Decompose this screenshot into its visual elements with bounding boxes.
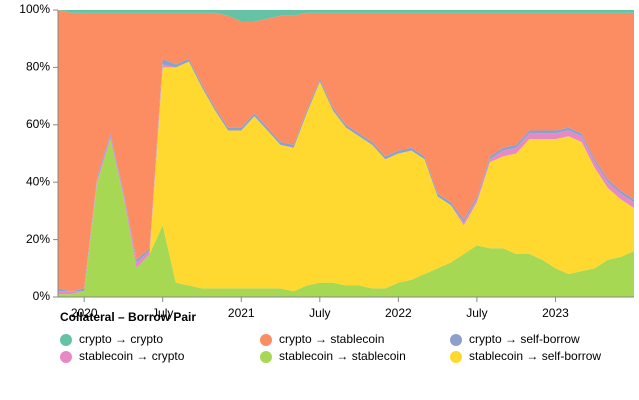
area	[58, 10, 634, 22]
x-tick-label: 2023	[542, 306, 569, 320]
legend-swatch	[450, 334, 462, 346]
x-tick-label: July	[152, 306, 173, 320]
legend-label: crypto → self-borrow	[469, 332, 580, 346]
area	[58, 61, 634, 295]
legend-label: stablecoin → stablecoin	[279, 349, 406, 363]
legend-swatch	[60, 334, 72, 346]
legend-swatch	[60, 351, 72, 363]
legend-title: Collateral – Borrow Pair	[60, 310, 196, 324]
y-tick-label: 0%	[33, 289, 51, 303]
x-tick-label: 2021	[228, 306, 255, 320]
legend-swatch	[260, 334, 272, 346]
area	[58, 139, 634, 297]
x-tick-label: July	[309, 306, 330, 320]
legend-label: stablecoin → self-borrow	[469, 349, 601, 363]
y-tick-label: 100%	[19, 2, 50, 16]
area	[58, 10, 634, 292]
legend-swatch	[450, 351, 462, 363]
y-tick-label: 60%	[26, 117, 50, 131]
y-tick-label: 20%	[26, 232, 50, 246]
legend-label: crypto → stablecoin	[279, 332, 384, 346]
legend-label: crypto → crypto	[79, 332, 163, 346]
legend-label: stablecoin → crypto	[79, 349, 185, 363]
x-tick-label: 2020	[71, 306, 98, 320]
y-tick-label: 40%	[26, 174, 50, 188]
x-tick-label: July	[466, 306, 487, 320]
y-tick-label: 80%	[26, 60, 50, 74]
x-tick-label: 2022	[385, 306, 412, 320]
legend-swatch	[260, 351, 272, 363]
